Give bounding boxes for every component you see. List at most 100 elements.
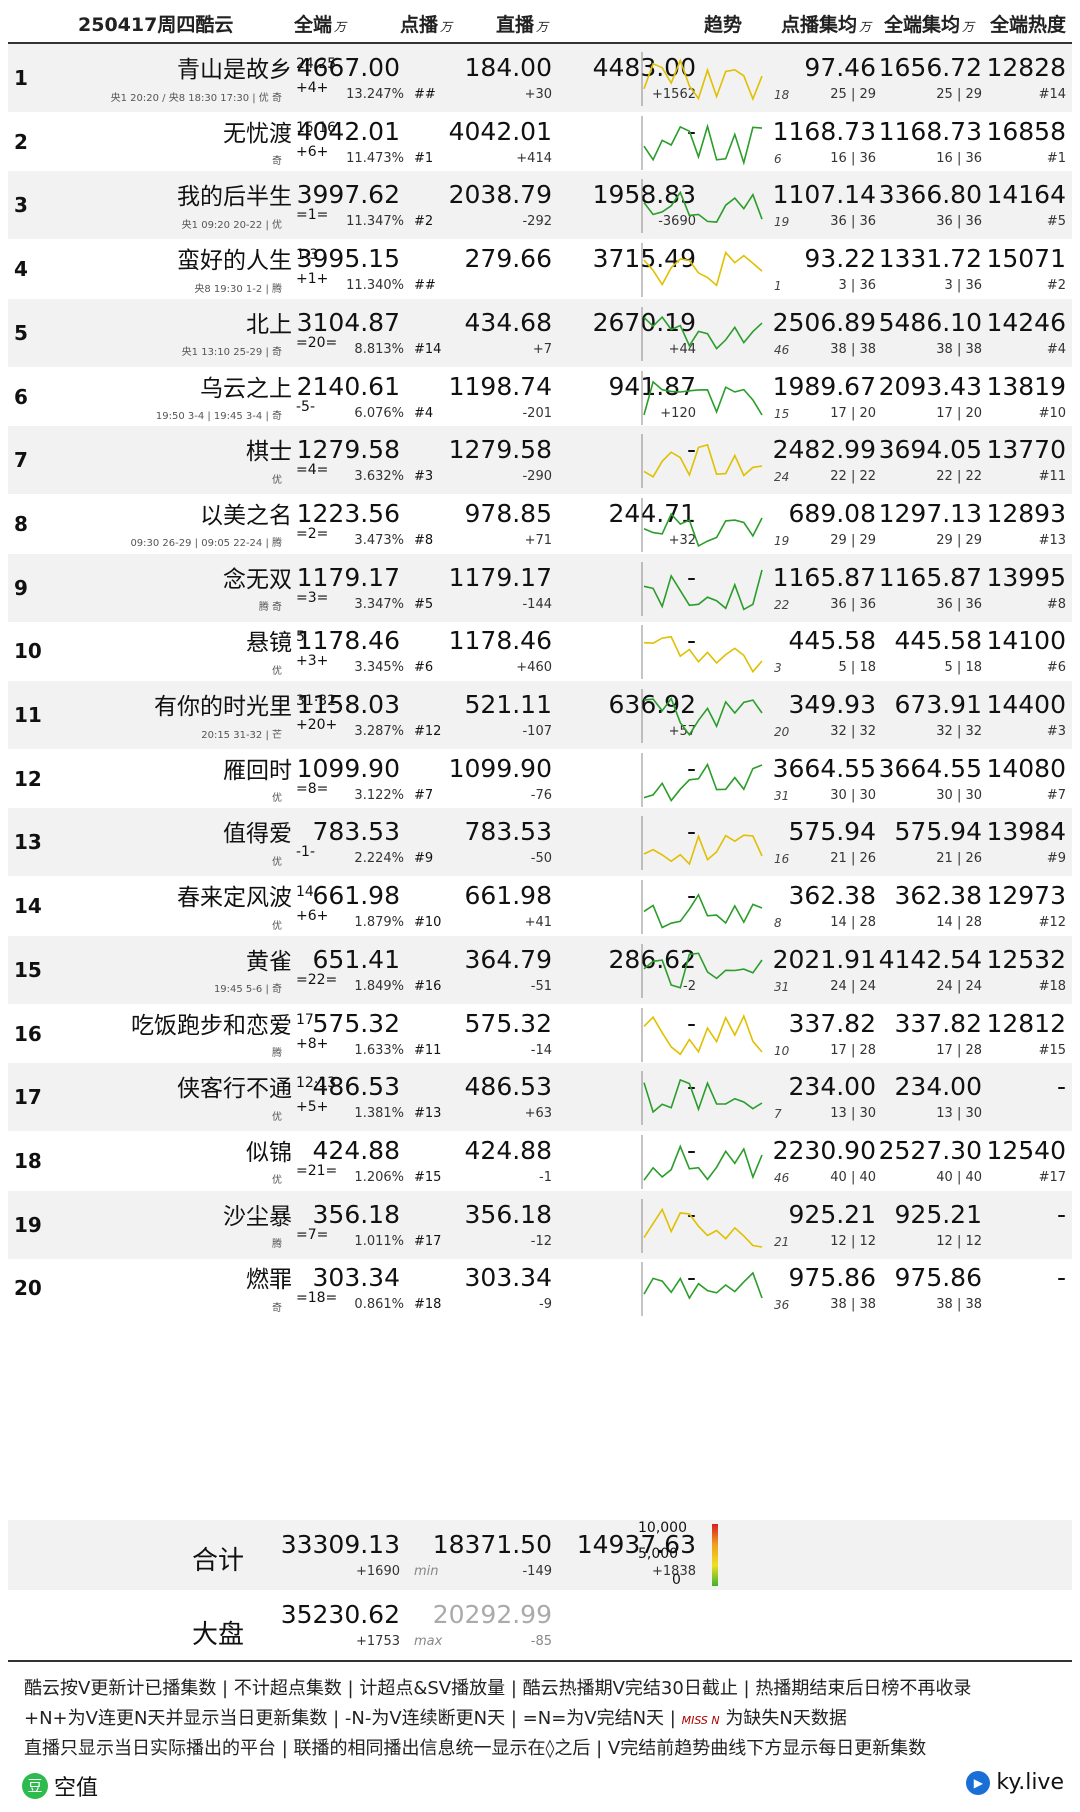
trend-sparkline [641,943,763,998]
vod-delta: +414 [516,150,552,166]
sparkline-line [643,834,763,866]
vod-views: 364.79 [464,944,552,974]
vod-delta: -51 [530,978,552,994]
rank-number: 12 [14,766,42,791]
total-views: 303.34 [312,1263,400,1293]
show-title: 雁回时 [223,757,292,784]
total-avg-episodes: 16 | 36 [936,150,982,166]
sparkline-line [643,1144,763,1181]
table-row[interactable]: 5 北上 =20= 央1 13:10 25-29 | 奇 3104.87 8.813% #1… [8,298,1072,367]
trend-days: 18 [774,88,790,102]
heat-value: 12828 [986,53,1066,82]
total-avg: 4142.54 [878,944,982,974]
total-views: 661.98 [312,881,400,911]
table-row[interactable]: 14 春来定风波 14 +6+ 优 661.98 1.879% #10 661.98 +41-8 3… [8,872,1072,940]
table-row[interactable]: 9 念无双 =3= 腾 奇 1179.17 3.347% #5 1179.17 -144 - 22 1… [8,553,1072,622]
total-avg-episodes: 36 | 36 [936,214,982,230]
live-views: - [686,1008,696,1038]
table-row[interactable]: 20 燃罪 =18= 奇 303.34 0.861% #18 303.34 -9 - 36 975.8… [8,1254,1072,1322]
total-avg-episodes: 29 | 29 [936,532,982,548]
vod-rank: #11 [414,1042,442,1058]
table-row[interactable]: 10 悬镜 5 +3+ 优 1178.46 3.345% #6 1178.46 +460 - 3 445… [8,617,1072,685]
table-row[interactable]: 1 青山是故乡 24·25 +4+ 央1 20:20 / 央8 18:30 17:30 … [8,44,1072,112]
trend-sparkline [641,1262,763,1317]
legend-mid: 5,000 [638,1546,679,1562]
vod-delta: -76 [530,787,552,803]
table-row[interactable]: 16 吃饭跑步和恋爱 17 +8+ 腾 575.32 1.633% #11 575.32 -14 -… [8,1000,1072,1068]
total-avg: 1656.72 [878,53,982,82]
total-views: 1099.90 [296,753,400,783]
total-avg-episodes: 5 | 18 [944,660,982,676]
brand-right[interactable]: ▶ ky.live [966,1770,1064,1795]
episode-count: 12·13 [296,1075,337,1092]
vod-delta: -107 [522,724,552,739]
rank-number: 19 [14,1212,42,1237]
vod-avg-episodes: 5 | 18 [838,660,876,676]
total-views: 3104.87 [296,307,400,337]
table-row[interactable]: 2 无忧渡 15·16 +6+ 奇 4042.01 11.473% #1 4042.01 +414… [8,108,1072,176]
total-avg: 1297.13 [878,498,982,528]
total-avg: 362.38 [894,881,982,911]
table-row[interactable]: 18 似锦 =21= 优 424.88 1.206% #15 424.88 -1 - 46 2230.… [8,1127,1072,1195]
trend-sparkline [641,179,763,234]
trend-days: 31 [774,788,790,803]
table-row[interactable]: 12 雁回时 =8= 优 1099.90 3.122% #7 1099.90 -76 - 31 366… [8,745,1072,813]
heat-value: 12532 [986,944,1066,974]
douban-icon: 豆 [22,1773,48,1799]
trend-days: 10 [774,1043,790,1058]
sparkline-line [643,1013,763,1055]
table-row[interactable]: 8 以美之名 =2= 09:30 26-29 | 09:05 22-24 | 腾 122… [8,490,1072,558]
episode-count: 15·16 [296,119,337,136]
vod-views: 1179.17 [448,562,552,592]
table-row[interactable]: 4 蛮好的人生 1·3 +1+ 央8 19:30 1-2 | 腾 3995.15 11.34… [8,235,1072,303]
show-title: 悬镜 [246,630,292,657]
footer-line-2a: +N+为V连更N天并显示当日更新集数 | -N-为V连续断更N天 | =N=为V… [24,1708,676,1729]
table-row[interactable]: 11 有你的时光里 31·32 +20+ 20:15 31-32 | 芒 1158.03 3… [8,681,1072,749]
vod-views: 184.00 [464,53,552,82]
summary-label: 合计 [192,1546,245,1576]
trend-sparkline [641,370,763,425]
table-row[interactable]: 17 侠客行不通 12·13 +5+ 优 486.53 1.381% #13 486.53 +63… [8,1063,1072,1132]
trend-sparkline [641,1007,763,1062]
heat-rank: #5 [1046,214,1066,230]
vod-avg-episodes: 22 | 22 [830,469,876,485]
total-avg-episodes: 13 | 30 [936,1106,982,1122]
table-row[interactable]: 19 沙尘暴 =7= 腾 356.18 1.011% #17 356.18 -12 - 21 925.… [8,1190,1072,1259]
vod-views: 1279.58 [448,435,552,465]
update-streak: =2= [296,525,329,542]
sparkline-line [643,444,763,479]
vod-rank: #18 [414,1297,442,1313]
episode-count: 5 [296,629,305,646]
platform-info: 优 [272,665,282,677]
table-row[interactable]: 13 值得爱 -1- 优 783.53 2.224% #9 783.53 -50 - 16 575.9… [8,808,1072,877]
vod-avg-episodes: 13 | 30 [830,1106,876,1122]
rank-number: 18 [14,1148,42,1173]
show-title: 青山是故乡 [177,57,292,83]
vod-rank: #7 [414,787,434,803]
vod-avg-episodes: 30 | 30 [830,787,876,803]
table-row[interactable]: 15 黄雀 =22= 19:45 5-6 | 奇 651.41 1.849% #16 364.… [8,935,1072,1004]
update-streak: =18= [296,1290,338,1307]
summary-total-delta: +1690 [356,1564,400,1579]
table-row[interactable]: 7 棋士 =4= 优 1279.58 3.632% #3 1279.58 -290 - 24 2482… [8,426,1072,495]
rank-number: 2 [14,129,28,154]
trend-days: 31 [774,979,790,994]
total-avg: 3366.80 [878,180,982,210]
total-avg-episodes: 22 | 22 [936,469,982,485]
total-avg-episodes: 38 | 38 [936,341,982,357]
table-row[interactable]: 3 我的后半生 =1= 央1 09:20 20-22 | 优 3997.62 11.347… [8,171,1072,240]
total-avg-episodes: 36 | 36 [936,596,982,612]
total-share: 1.381% [354,1106,404,1122]
sparkline-line [643,952,763,989]
table-row[interactable]: 6 乌云之上 -5- 19:50 3-4 | 19:45 3-4 | 奇 2140.61… [8,363,1072,431]
vod-rank: #4 [414,405,434,421]
total-views: 1178.46 [296,626,400,656]
trend-days: 20 [774,725,790,739]
vod-avg: 349.93 [788,690,876,719]
trend-days: 46 [774,1170,790,1185]
heat-value: 12893 [986,498,1066,528]
show-title: 我的后半生 [177,184,292,211]
heat-rank: #17 [1038,1169,1066,1185]
heat-value: 14246 [986,307,1066,337]
total-share: 11.347% [346,214,404,230]
